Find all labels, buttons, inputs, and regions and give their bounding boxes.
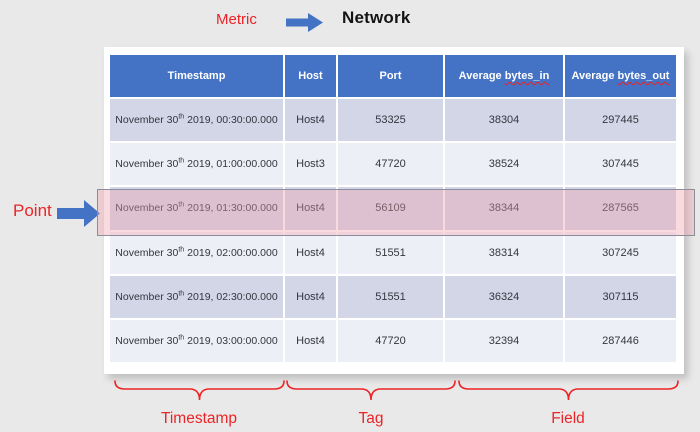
cell-bytes-out: 307445 [565,143,676,186]
cell-port: 56109 [338,187,445,230]
table-row: November 30th 2019, 02:30:00.000 Host4 51… [110,273,676,318]
category-braces [114,380,679,401]
header-cell-average-bytes-in: Average bytes_in [445,55,565,97]
cell-bytes-out: 307115 [565,275,676,318]
right-block-arrow-icon [286,13,323,32]
cell-timestamp: November 30th 2019, 02:30:00.000 [110,275,285,318]
cell-port: 51551 [338,275,445,318]
cell-host: Host4 [285,319,338,363]
ordinal-suffix: th [178,246,185,254]
cell-bytes-out: 287565 [565,187,676,230]
header-cell-average-bytes-out: Average bytes_out [565,55,676,97]
header-cell-host: Host [285,55,338,97]
cell-host: Host3 [285,143,338,186]
cell-timestamp: November 30th 2019, 02:00:00.000 [110,231,285,274]
ordinal-suffix: th [178,113,185,121]
table-header-row: Timestamp Host Port Average bytes_in Aver… [110,55,676,97]
table-row: November 30th 2019, 01:00:00.000 Host3 47… [110,141,676,186]
cell-bytes-in: 38314 [445,231,565,274]
right-block-arrow-icon [57,200,100,227]
cell-bytes-in: 38524 [445,143,565,186]
brace-timestamp [114,380,285,401]
ordinal-suffix: th [178,334,185,342]
metric-value: Network [342,8,411,27]
point-annotation-label: Point [13,201,52,220]
header-avg-in-prefix: Average [458,70,502,82]
header-cell-port: Port [338,55,445,97]
cell-host: Host4 [285,99,338,142]
cell-timestamp: November 30th 2019, 03:00:00.000 [110,319,285,363]
highlight-box [97,189,695,236]
data-table: Timestamp Host Port Average bytes_in Aver… [110,55,676,363]
cell-port: 47720 [338,319,445,363]
table-row-highlighted: November 30th 2019, 01:30:00.000 Host4 56… [110,185,676,230]
brace-label-timestamp: Timestamp [160,410,238,427]
cell-timestamp: November 30th 2019, 01:30:00.000 [110,187,285,230]
header-avg-out-prefix: Average [571,70,615,82]
header-avg-out-word: bytes_out [617,70,670,82]
cell-bytes-out: 307245 [565,231,676,274]
brace-tag [286,380,456,401]
cell-bytes-in: 32394 [445,319,565,363]
brace-label-tag: Tag [358,410,384,427]
cell-host: Host4 [285,187,338,230]
ordinal-suffix: th [178,290,185,298]
cell-host: Host4 [285,231,338,274]
brace-label-field: Field [551,410,585,427]
cell-bytes-out: 287446 [565,319,676,363]
cell-bytes-in: 38304 [445,99,565,142]
header-avg-in-word: bytes_in [504,70,550,82]
table-row: November 30th 2019, 03:00:00.000 Host4 47… [110,317,676,363]
ordinal-suffix: th [178,201,185,209]
metric-annotation-label: Metric [216,11,257,28]
table-row: November 30th 2019, 00:30:00.000 Host4 53… [110,97,676,142]
cell-port: 51551 [338,231,445,274]
cell-bytes-in: 38344 [445,187,565,230]
cell-timestamp: November 30th 2019, 00:30:00.000 [110,99,285,142]
table-row: November 30th 2019, 02:00:00.000 Host4 51… [110,229,676,274]
cell-host: Host4 [285,275,338,318]
cell-timestamp: November 30th 2019, 01:00:00.000 [110,143,285,186]
header-cell-timestamp: Timestamp [110,55,285,97]
brace-field [458,380,679,401]
cell-port: 53325 [338,99,445,142]
cell-bytes-out: 297445 [565,99,676,142]
ordinal-suffix: th [178,157,185,165]
cell-bytes-in: 36324 [445,275,565,318]
cell-port: 47720 [338,143,445,186]
table-body: November 30th 2019, 00:30:00.000 Host4 53… [110,97,676,363]
